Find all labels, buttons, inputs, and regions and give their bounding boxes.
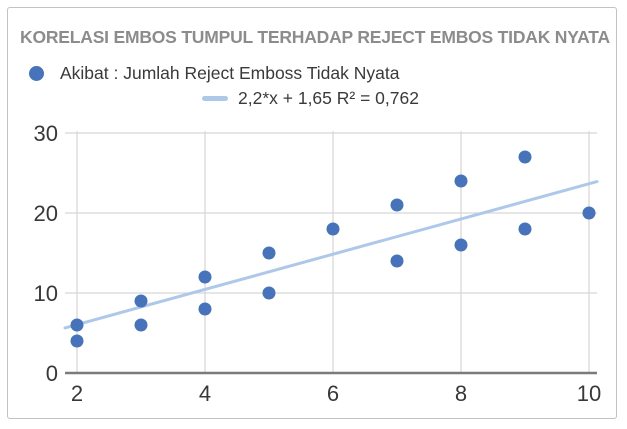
trendline-legend-label: 2,2*x + 1,65 R² = 0,762 [238, 88, 419, 108]
data-point [134, 294, 148, 308]
data-point [518, 150, 532, 164]
legend-entry-trendline: 2,2*x + 1,65 R² = 0,762 [202, 88, 419, 109]
legend-entry-series: Akibat : Jumlah Reject Emboss Tidak Nyat… [29, 63, 399, 84]
x-tick-label: 2 [71, 381, 83, 406]
data-point [198, 270, 212, 284]
data-point [70, 318, 84, 332]
series-legend-label: Akibat : Jumlah Reject Emboss Tidak Nyat… [60, 63, 400, 83]
data-point [390, 254, 404, 268]
y-tick-label: 10 [34, 281, 58, 306]
x-tick-label: 4 [199, 381, 211, 406]
x-tick-label: 8 [455, 381, 467, 406]
y-tick-label: 20 [34, 201, 58, 226]
data-point [262, 246, 276, 260]
chart-title: KORELASI EMBOS TUMPUL TERHADAP REJECT EM… [20, 27, 610, 47]
data-point [70, 334, 84, 348]
data-point [262, 286, 276, 300]
x-tick-label: 6 [327, 381, 339, 406]
data-point [454, 238, 468, 252]
trendline [63, 180, 599, 330]
x-tick-label: 10 [577, 381, 601, 406]
y-tick-label: 0 [46, 361, 58, 386]
data-point [326, 222, 340, 236]
data-point [454, 174, 468, 188]
data-point [518, 222, 532, 236]
series-marker-icon [29, 66, 44, 81]
data-point [390, 198, 404, 212]
data-point [134, 318, 148, 332]
data-point [582, 206, 596, 220]
y-tick-label: 30 [34, 121, 58, 146]
trendline-marker-icon [202, 96, 228, 101]
data-point [198, 302, 212, 316]
